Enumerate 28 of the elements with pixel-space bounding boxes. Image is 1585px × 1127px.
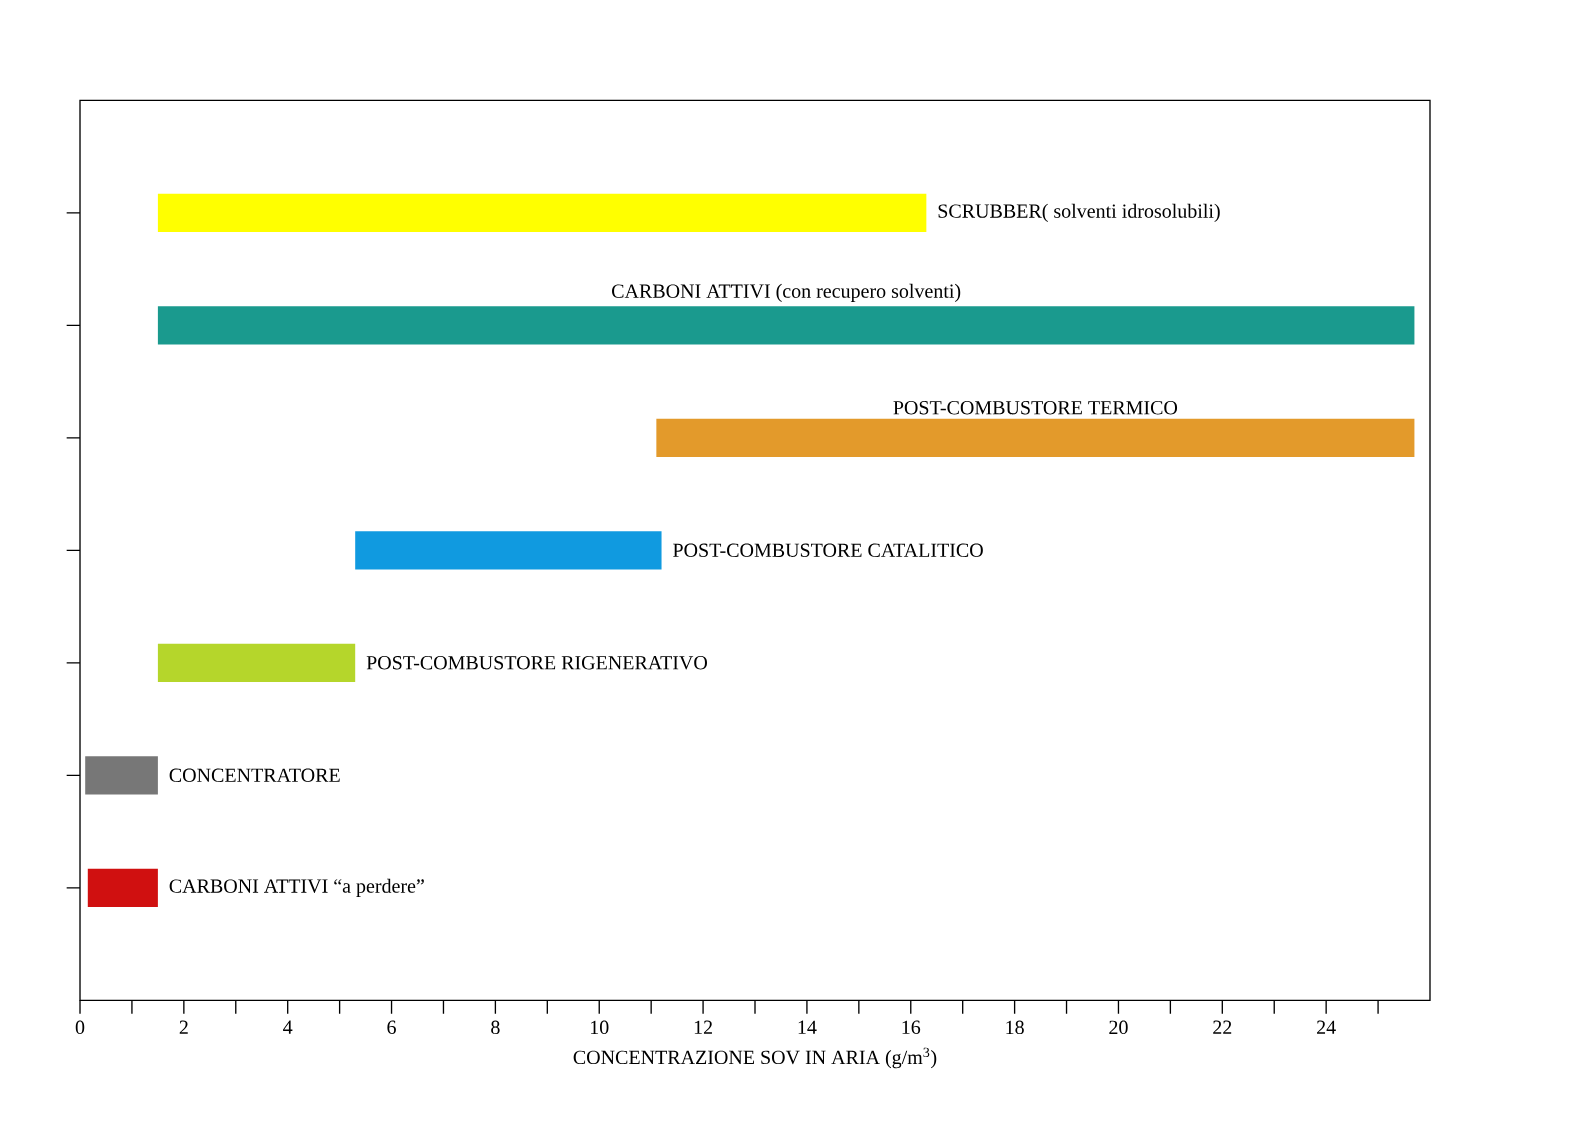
x-tick-label: 4 [283, 1020, 293, 1034]
bar [85, 756, 158, 795]
y-tick-label: POST-COMBUSTORE CATALITICO [673, 543, 983, 558]
bar [87, 868, 158, 907]
x-tick-label: 6 [387, 1020, 396, 1035]
y-tick-label: CARBONI ATTIVI (con recupero solventi) [612, 283, 961, 302]
x-tick-label: 8 [491, 1020, 500, 1035]
x-tick-label: 10 [590, 1020, 609, 1035]
x-tick-label: 0 [75, 1020, 85, 1035]
y-tick-label: SCRUBBER( solventi idrosolubili) [938, 203, 1220, 222]
x-tick-label: 12 [694, 1020, 712, 1034]
x-tick-label: 22 [1213, 1020, 1232, 1034]
x-tick-label: 16 [902, 1020, 921, 1035]
bar [157, 643, 356, 682]
bar [656, 418, 1415, 457]
x-tick-label: 24 [1317, 1020, 1336, 1034]
x-tick-label: 20 [1109, 1020, 1128, 1035]
bar [157, 306, 1415, 345]
y-tick-label: POST-COMBUSTORE RIGENERATIVO [366, 656, 707, 670]
x-tick-label: 14 [798, 1020, 817, 1034]
y-tick-label: POST-COMBUSTORE TERMICO [893, 401, 1178, 415]
bar [355, 531, 662, 570]
x-axis-title: CONCENTRAZIONE SOV IN ARIA (g/m$^{3}$) [573, 1047, 937, 1069]
bar [157, 193, 927, 232]
y-tick-label: CARBONI ATTIVI “a perdere” [169, 878, 424, 897]
x-tick-label: 2 [179, 1020, 188, 1034]
y-tick-label: CONCENTRATORE [169, 768, 340, 783]
x-tick-label: 18 [1006, 1020, 1024, 1035]
